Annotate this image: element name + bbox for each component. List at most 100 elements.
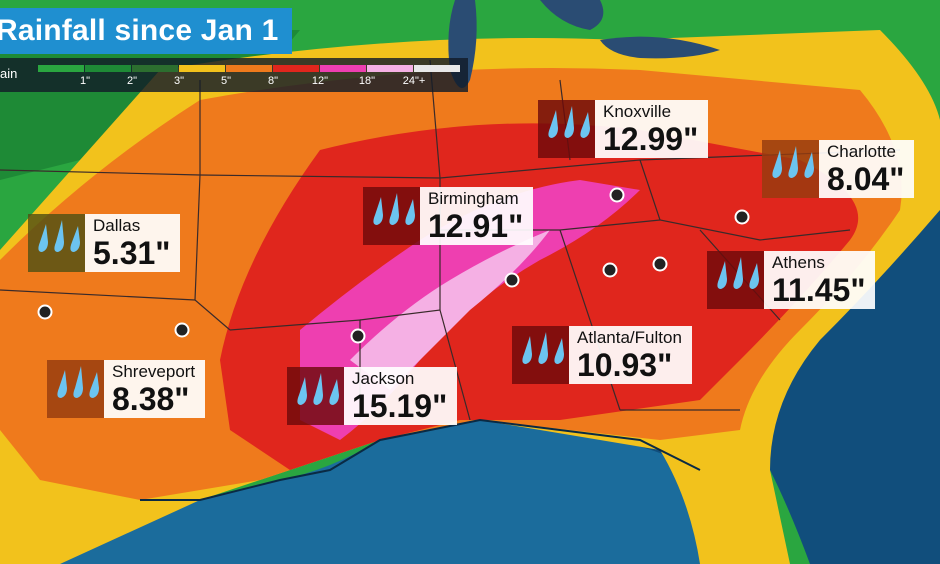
- raindrops-glyph: [57, 366, 99, 398]
- legend-tick-label: 1": [79, 75, 91, 87]
- rain-amount: 8.04": [827, 161, 905, 197]
- legend-swatch: [273, 65, 319, 72]
- rain-icon: [47, 360, 104, 418]
- raindrop: [717, 261, 727, 289]
- raindrop: [522, 336, 532, 364]
- legend-tick-label: 18": [358, 75, 376, 87]
- city-name: Dallas: [93, 216, 141, 235]
- legend-swatch: [367, 65, 413, 72]
- rain-icon: [287, 367, 344, 425]
- callout-label: Dallas 5.31": [85, 214, 181, 272]
- callout-birmingham: Birmingham 12.91": [363, 187, 534, 245]
- map-title: Rainfall since Jan 1: [0, 14, 279, 47]
- raindrops-glyph: [38, 220, 80, 252]
- rain-amount: 11.45": [772, 272, 866, 308]
- city-marker-charlotte: [734, 209, 750, 225]
- rain-icon: [512, 326, 569, 384]
- raindrop: [749, 263, 759, 289]
- callout-label: Athens 11.45": [764, 251, 876, 309]
- city-name: Birmingham: [428, 189, 519, 208]
- raindrop: [733, 257, 743, 289]
- lake-erie: [600, 36, 720, 59]
- rain-icon: [538, 100, 595, 158]
- legend-label: ain: [0, 66, 18, 81]
- callout-shreveport: Shreveport 8.38": [47, 360, 206, 418]
- raindrop: [548, 110, 558, 138]
- raindrop: [329, 379, 339, 405]
- raindrops-glyph: [772, 146, 814, 178]
- rain-amount: 8.38": [112, 381, 190, 417]
- legend-tick-label: 8": [267, 75, 279, 87]
- raindrop: [313, 373, 323, 405]
- raindrop: [538, 332, 548, 364]
- legend-swatch: [179, 65, 225, 72]
- raindrop: [788, 146, 798, 178]
- city-name: Shreveport: [112, 362, 196, 381]
- legend-swatch: [414, 65, 460, 72]
- rain-amount: 15.19": [352, 388, 448, 424]
- rainfall-legend: ain 1" 2" 3" 5" 8" 12" 18" 24"+: [0, 58, 468, 92]
- callout-label: Shreveport 8.38": [104, 360, 206, 418]
- callout-atlanta: Atlanta/Fulton 10.93": [512, 326, 692, 384]
- city-marker-jackson: [350, 328, 366, 344]
- raindrop: [580, 112, 590, 138]
- legend-swatch: [132, 65, 178, 72]
- legend-tick-label: 5": [220, 75, 232, 87]
- raindrop: [772, 150, 782, 178]
- legend-swatch: [226, 65, 272, 72]
- city-marker-knoxville: [609, 187, 625, 203]
- legend-tick-label: 2": [126, 75, 138, 87]
- legend-tick-label: 24"+: [402, 75, 426, 87]
- callout-dallas: Dallas 5.31": [28, 214, 181, 272]
- callout-label: Charlotte 8.04": [819, 140, 915, 198]
- rain-amount: 12.99": [603, 121, 699, 157]
- city-name: Athens: [772, 253, 825, 272]
- city-marker-athens: [652, 256, 668, 272]
- coastline: [140, 418, 701, 501]
- raindrop: [564, 106, 574, 138]
- callout-label: Birmingham 12.91": [420, 187, 534, 245]
- rain-amount: 12.91": [428, 208, 524, 244]
- raindrop: [54, 220, 64, 252]
- rain-icon: [363, 187, 420, 245]
- rain-icon: [707, 251, 764, 309]
- callout-label: Jackson 15.19": [344, 367, 458, 425]
- rain-band-18in: [350, 230, 550, 390]
- raindrop: [405, 199, 415, 225]
- raindrop: [554, 338, 564, 364]
- rain-icon: [28, 214, 85, 272]
- lake-huron: [540, 0, 604, 30]
- city-marker-birmingham: [504, 272, 520, 288]
- legend-swatch: [320, 65, 366, 72]
- raindrops-glyph: [717, 257, 759, 289]
- raindrops-glyph: [548, 106, 590, 138]
- raindrop: [389, 193, 399, 225]
- city-marker-shreveport: [174, 322, 190, 338]
- callout-knoxville: Knoxville 12.99": [538, 100, 709, 158]
- city-marker-atlanta: [602, 262, 618, 278]
- rain-amount: 5.31": [93, 235, 171, 271]
- city-name: Knoxville: [603, 102, 672, 121]
- callout-athens: Athens 11.45": [707, 251, 876, 309]
- city-marker-dallas: [37, 304, 53, 320]
- city-name: Charlotte: [827, 142, 896, 161]
- raindrops-glyph: [297, 373, 339, 405]
- legend-swatch: [85, 65, 131, 72]
- callout-label: Atlanta/Fulton 10.93": [569, 326, 692, 384]
- raindrop: [70, 226, 80, 252]
- raindrop: [73, 366, 83, 398]
- raindrop: [804, 152, 814, 178]
- callout-label: Knoxville 12.99": [595, 100, 709, 158]
- city-name: Atlanta/Fulton: [577, 328, 682, 347]
- raindrops-glyph: [522, 332, 564, 364]
- title-bar: Rainfall since Jan 1: [0, 8, 293, 54]
- raindrop: [57, 370, 67, 398]
- raindrop: [38, 224, 48, 252]
- legend-tick-label: 12": [311, 75, 329, 87]
- raindrop: [373, 197, 383, 225]
- raindrop: [89, 372, 99, 398]
- rain-icon: [762, 140, 819, 198]
- rain-amount: 10.93": [577, 347, 673, 383]
- legend-swatch: [38, 65, 84, 72]
